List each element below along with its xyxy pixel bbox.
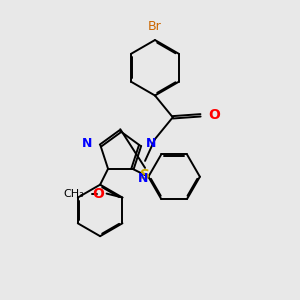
Text: N: N <box>82 137 93 150</box>
Text: N: N <box>146 137 156 150</box>
Text: O: O <box>93 187 105 201</box>
Text: N: N <box>137 172 148 185</box>
Text: S: S <box>140 168 150 182</box>
Text: CH₃: CH₃ <box>63 189 84 199</box>
Text: O: O <box>208 108 220 122</box>
Text: Br: Br <box>148 20 162 33</box>
